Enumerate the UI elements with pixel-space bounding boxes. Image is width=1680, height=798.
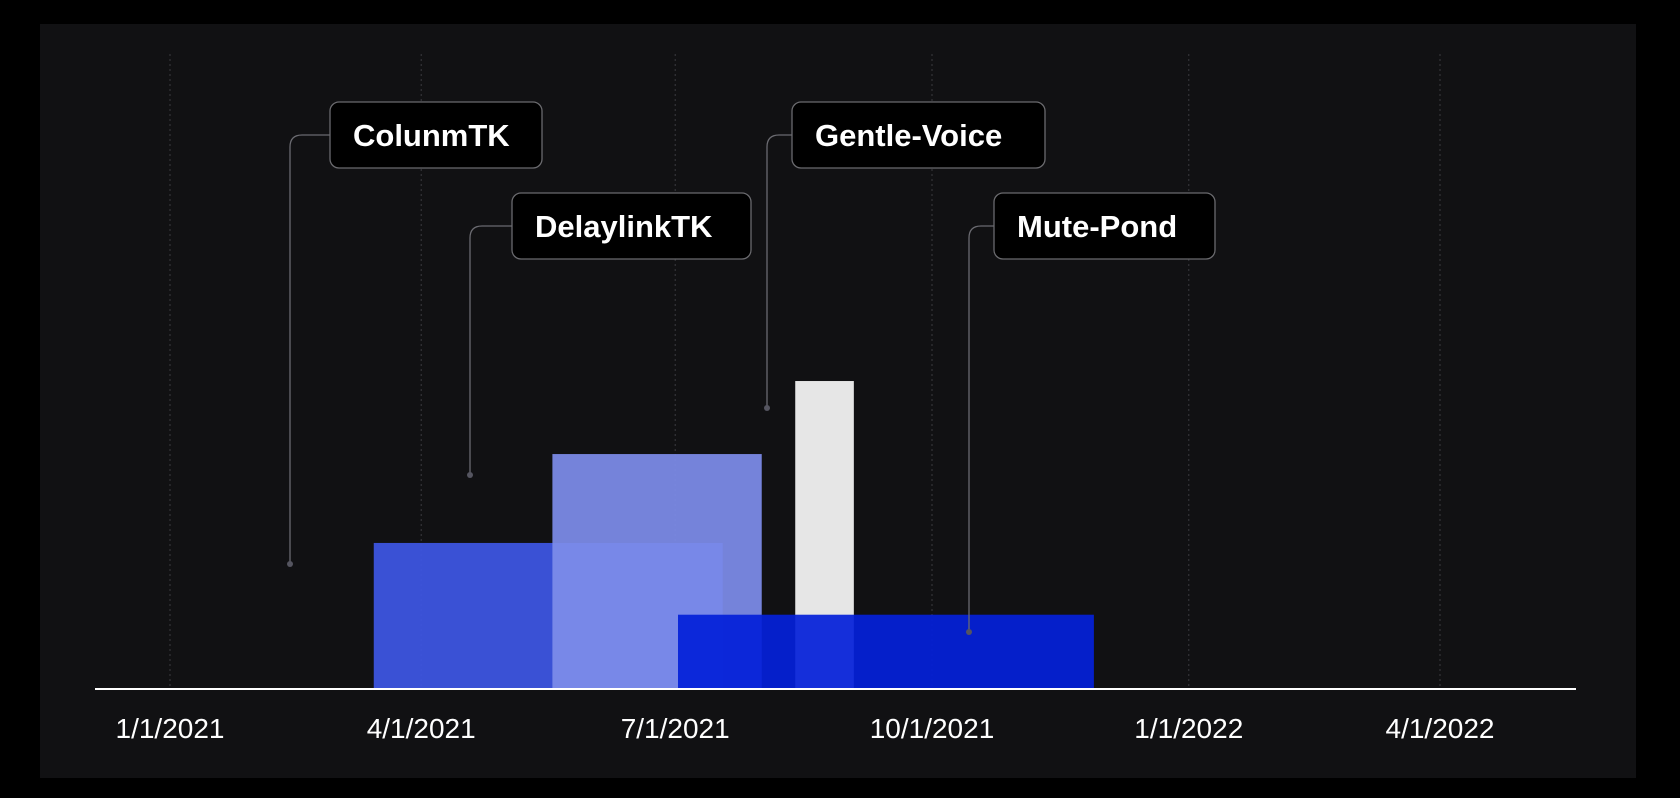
tick-label-layer: 1/1/2021 4/1/2021 7/1/2021 10/1/2021 1/1/202… [116, 713, 1495, 744]
callout-box [993, 192, 1216, 260]
series-label: ColunmTK [353, 118, 510, 153]
series-label: Mute-Pond [1017, 209, 1177, 244]
x-tick-label: 1/1/2022 [1134, 713, 1243, 744]
leader-line [289, 134, 330, 564]
callout-box [511, 192, 752, 260]
leader-dot [287, 561, 293, 567]
x-tick-label: 7/1/2021 [621, 713, 730, 744]
leader-dot [966, 629, 972, 635]
leader-line [469, 225, 512, 475]
callout-box [791, 101, 1046, 169]
leader-dot [467, 472, 473, 478]
leader-dot [764, 405, 770, 411]
x-tick-label: 4/1/2022 [1386, 713, 1495, 744]
series-label: Gentle-Voice [815, 118, 1002, 153]
bar-chart: 1/1/2021 4/1/2021 7/1/2021 10/1/2021 1/1/202… [95, 54, 1576, 744]
leader-line [968, 225, 994, 632]
series-label: DelaylinkTK [535, 209, 713, 244]
x-tick-label: 1/1/2021 [116, 713, 225, 744]
leader-line [766, 134, 792, 408]
callout-layer: ColunmTK DelaylinkTK Gentle-Voice Mute-Pond [287, 101, 1216, 635]
x-tick-label: 4/1/2021 [367, 713, 476, 744]
callout-box [329, 101, 543, 169]
chart-panel: 1/1/2021 4/1/2021 7/1/2021 10/1/2021 1/1/202… [40, 24, 1636, 778]
x-tick-label: 10/1/2021 [870, 713, 995, 744]
bar-layer [373, 381, 1094, 689]
bar-mute-pond [678, 614, 1094, 689]
